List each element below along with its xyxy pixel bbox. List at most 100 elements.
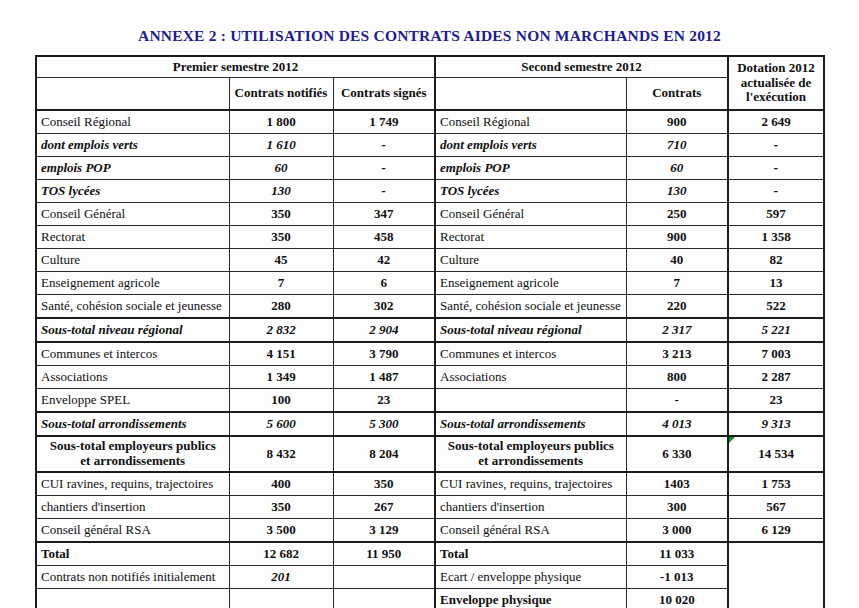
comment-marker-icon — [729, 437, 735, 443]
table-row: Enseignement agricole 7 6 Enseignement a… — [36, 272, 824, 295]
cell-value: 130 — [229, 180, 333, 203]
cell-value: 3 000 — [626, 519, 728, 543]
cell-value: 82 — [728, 249, 824, 272]
cell-value — [333, 589, 435, 608]
row-label: Conseil général RSA — [435, 519, 626, 543]
cell-value: 3 790 — [333, 342, 435, 366]
row-label: chantiers d'insertion — [36, 496, 229, 519]
table-row: Associations 1 349 1 487 Associations 80… — [36, 366, 824, 389]
cell-value: 1403 — [626, 472, 728, 496]
row-label: Enseignement agricole — [435, 272, 626, 295]
row-label: Sous-total employeurs publics et arrondi… — [36, 436, 229, 472]
cell-value: 1 610 — [229, 134, 333, 157]
annexe2-table: Premier semestre 2012 Second semestre 20… — [35, 55, 825, 608]
header-empty-right — [435, 78, 626, 111]
cell-value: 12 682 — [229, 542, 333, 566]
cell-value: 7 — [626, 272, 728, 295]
row-label: Rectorat — [36, 226, 229, 249]
cell-value: - — [333, 180, 435, 203]
table-row-subtotal: Sous-total arrondissements 5 600 5 300 S… — [36, 412, 824, 436]
row-label: Associations — [36, 366, 229, 389]
row-label: dont emplois verts — [435, 134, 626, 157]
cell-value: 800 — [626, 366, 728, 389]
cell-value: 2 832 — [229, 318, 333, 342]
cell-value: 280 — [229, 295, 333, 319]
row-label: dont emplois verts — [36, 134, 229, 157]
table-row: Communes et intercos 4 151 3 790 Commune… — [36, 342, 824, 366]
document-page: { "title": "ANNEXE 2 : UTILISATION DES C… — [0, 0, 859, 608]
cell-value: - — [333, 134, 435, 157]
cell-value: 11 033 — [626, 542, 728, 566]
cell-value: 5 600 — [229, 412, 333, 436]
cell-value: 220 — [626, 295, 728, 319]
cell-value: 5 300 — [333, 412, 435, 436]
row-label: Communes et intercos — [435, 342, 626, 366]
row-label: Conseil Régional — [36, 110, 229, 134]
cell-value: 1 358 — [728, 226, 824, 249]
header-empty-left — [36, 78, 229, 111]
row-label: Contrats non notifiés initialement — [36, 566, 229, 589]
cell-value: 42 — [333, 249, 435, 272]
cell-value: 1 749 — [333, 110, 435, 134]
cell-value: 8 204 — [333, 436, 435, 472]
table-row: emplois POP 60 - emplois POP 60 - — [36, 157, 824, 180]
cell-value: 900 — [626, 110, 728, 134]
table-row-subtotal: Sous-total employeurs publics et arrondi… — [36, 436, 824, 472]
row-label: Rectorat — [435, 226, 626, 249]
cell-value: 23 — [333, 389, 435, 413]
row-label: Santé, cohésion sociale et jeunesse — [36, 295, 229, 319]
cell-value — [229, 589, 333, 608]
table-row-subtotal: Sous-total niveau régional 2 832 2 904 S… — [36, 318, 824, 342]
header-premier-semestre: Premier semestre 2012 — [36, 56, 435, 78]
row-label: Total — [435, 542, 626, 566]
cell-value: 250 — [626, 203, 728, 226]
cell-value: 60 — [229, 157, 333, 180]
cell-value: 4 013 — [626, 412, 728, 436]
header-contrats-notifies: Contrats notifiés — [229, 78, 333, 111]
cell-value: 60 — [626, 157, 728, 180]
row-label: Culture — [435, 249, 626, 272]
cell-value: 130 — [626, 180, 728, 203]
table-row: Santé, cohésion sociale et jeunesse 280 … — [36, 295, 824, 319]
cell-value: 1 800 — [229, 110, 333, 134]
cell-value: 10 020 — [626, 589, 728, 608]
row-label: Enseignement agricole — [36, 272, 229, 295]
cell-value: 23 — [728, 389, 824, 413]
header-contrats-signes: Contrats signés — [333, 78, 435, 111]
cell-value: 6 129 — [728, 519, 824, 543]
cell-value: 350 — [229, 496, 333, 519]
row-label: Sous-total niveau régional — [36, 318, 229, 342]
row-label: Communes et intercos — [36, 342, 229, 366]
table-row: dont emplois verts 1 610 - dont emplois … — [36, 134, 824, 157]
row-label: CUI ravines, requins, trajectoires — [36, 472, 229, 496]
row-label: Sous-total niveau régional — [435, 318, 626, 342]
cell-value: 710 — [626, 134, 728, 157]
row-label: Total — [36, 542, 229, 566]
cell-value: 3 129 — [333, 519, 435, 543]
table-row: CUI ravines, requins, trajectoires 400 3… — [36, 472, 824, 496]
cell-value: 2 317 — [626, 318, 728, 342]
table-row: TOS lycées 130 - TOS lycées 130 - — [36, 180, 824, 203]
table-row: chantiers d'insertion 350 267 chantiers … — [36, 496, 824, 519]
cell-value: 300 — [626, 496, 728, 519]
cell-value: 201 — [229, 566, 333, 589]
cell-value: 8 432 — [229, 436, 333, 472]
table-row: Conseil Régional 1 800 1 749 Conseil Rég… — [36, 110, 824, 134]
table-row: Enveloppe SPEL 100 23 - 23 — [36, 389, 824, 413]
row-label: Santé, cohésion sociale et jeunesse — [435, 295, 626, 319]
cell-value: 6 330 — [626, 436, 728, 472]
cell-value: - — [728, 134, 824, 157]
cell-value: 267 — [333, 496, 435, 519]
cell-value: 350 — [229, 226, 333, 249]
cell-value: 597 — [728, 203, 824, 226]
cell-value: 1 349 — [229, 366, 333, 389]
row-label: CUI ravines, requins, trajectoires — [435, 472, 626, 496]
table-row: Enveloppe physique 10 020 — [36, 589, 824, 608]
page-title: ANNEXE 2 : UTILISATION DES CONTRATS AIDE… — [0, 0, 859, 55]
cell-value: 347 — [333, 203, 435, 226]
row-label: Culture — [36, 249, 229, 272]
cell-value: 40 — [626, 249, 728, 272]
cell-value: 7 — [229, 272, 333, 295]
cell-value: 5 221 — [728, 318, 824, 342]
cell-value: 2 649 — [728, 110, 824, 134]
